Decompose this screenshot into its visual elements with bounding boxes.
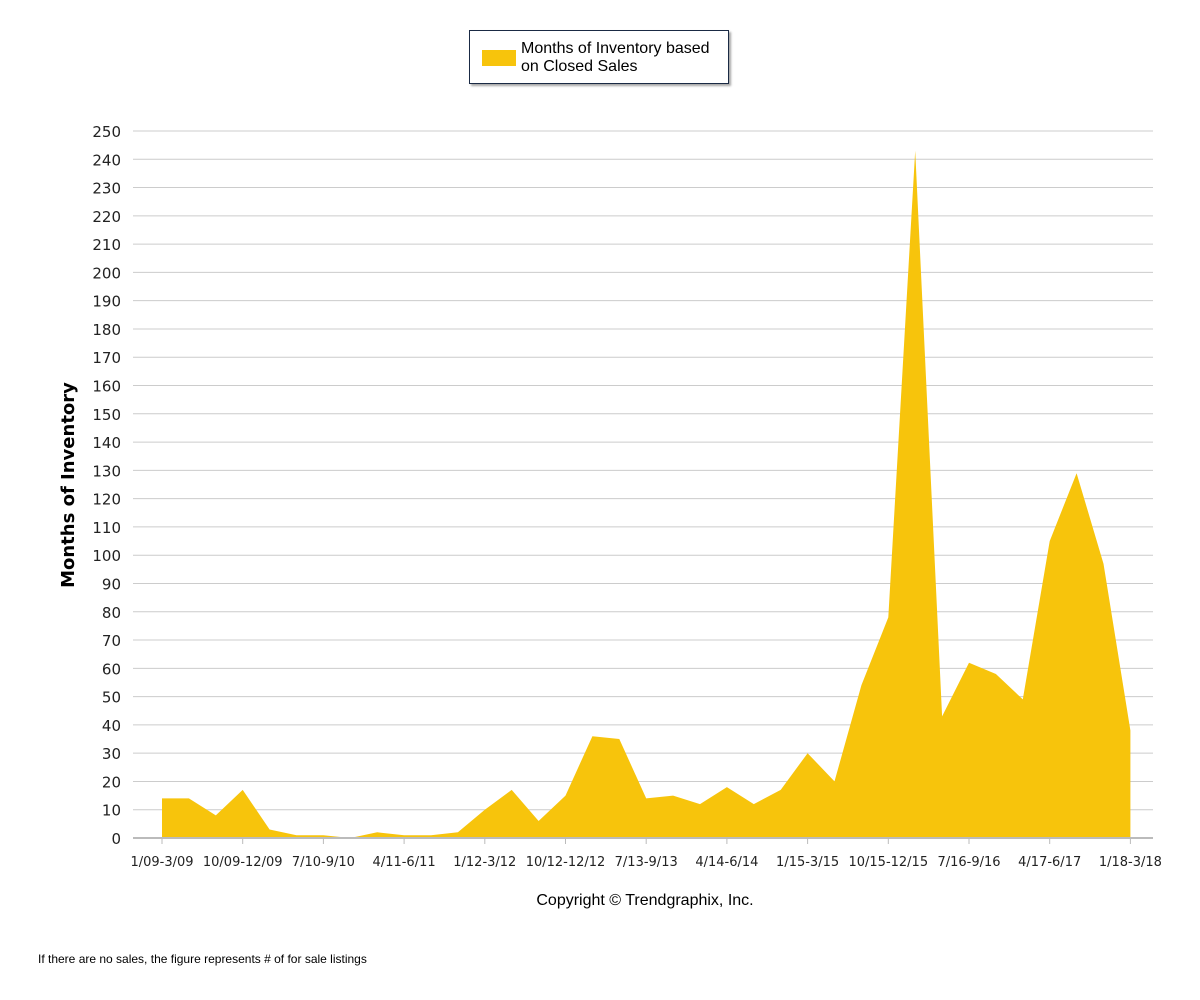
legend: Months of Inventory based on Closed Sale… <box>469 30 729 84</box>
x-tick-label: 1/12-3/12 <box>453 855 516 870</box>
y-tick-label: 50 <box>102 689 121 707</box>
y-tick-label: 180 <box>92 321 121 339</box>
y-tick-label: 100 <box>92 547 121 565</box>
y-tick-label: 250 <box>92 123 121 141</box>
y-tick-label: 0 <box>111 830 121 848</box>
x-tick-label: 4/17-6/17 <box>1018 855 1081 870</box>
y-tick-label: 110 <box>92 519 121 537</box>
x-tick-label: 1/15-3/15 <box>776 855 839 870</box>
legend-swatch <box>482 50 516 66</box>
x-tick-label: 7/16-9/16 <box>937 855 1000 870</box>
x-tick-label: 10/12-12/12 <box>526 855 606 870</box>
x-tick-label: 1/18-3/18 <box>1099 855 1162 870</box>
legend-label: Months of Inventory based on Closed Sale… <box>521 40 721 76</box>
x-tick-label: 1/09-3/09 <box>130 855 193 870</box>
y-tick-label: 230 <box>92 180 121 198</box>
y-axis-ticks: 0 10 20 30 40 50 60 70 80 90 100 110 120 130 140 150 160… <box>92 123 121 848</box>
y-tick-label: 60 <box>102 660 121 678</box>
area-series-months-of-inventory <box>162 150 1131 839</box>
y-tick-label: 200 <box>92 264 121 282</box>
x-tick-label: 10/09-12/09 <box>203 855 283 870</box>
y-tick-label: 20 <box>102 773 121 791</box>
y-tick-label: 130 <box>92 462 121 480</box>
y-tick-label: 10 <box>102 802 121 820</box>
legend-label-line2: on Closed Sales <box>521 58 638 75</box>
grid-lines <box>133 130 1153 811</box>
y-tick-label: 220 <box>92 208 121 226</box>
y-tick-label: 160 <box>92 378 121 396</box>
y-tick-label: 70 <box>102 632 121 650</box>
y-tick-label: 190 <box>92 293 121 311</box>
x-tick-label: 10/15-12/15 <box>848 855 928 870</box>
y-tick-label: 140 <box>92 434 121 452</box>
y-tick-label: 170 <box>92 349 121 367</box>
y-axis-label: Months of Inventory <box>58 382 79 588</box>
copyright-text: Copyright © Trendgraphix, Inc. <box>536 892 754 909</box>
y-tick-label: 120 <box>92 491 121 509</box>
y-tick-label: 240 <box>92 151 121 169</box>
y-tick-label: 30 <box>102 745 121 763</box>
x-tick-label: 7/10-9/10 <box>292 855 355 870</box>
x-tick-label: 4/14-6/14 <box>695 855 758 870</box>
x-tick-label: 4/11-6/11 <box>373 855 436 870</box>
x-axis-ticks: 1/09-3/09 10/09-12/09 7/10-9/10 4/11-6/11 1/… <box>130 838 1162 870</box>
y-tick-label: 40 <box>102 717 121 735</box>
footnote-text: If there are no sales, the figure repres… <box>38 952 367 966</box>
y-tick-label: 150 <box>92 406 121 424</box>
y-tick-label: 210 <box>92 236 121 254</box>
y-tick-label: 80 <box>102 604 121 622</box>
legend-label-line1: Months of Inventory based <box>521 40 710 57</box>
y-tick-label: 90 <box>102 575 121 593</box>
x-tick-label: 7/13-9/13 <box>615 855 678 870</box>
